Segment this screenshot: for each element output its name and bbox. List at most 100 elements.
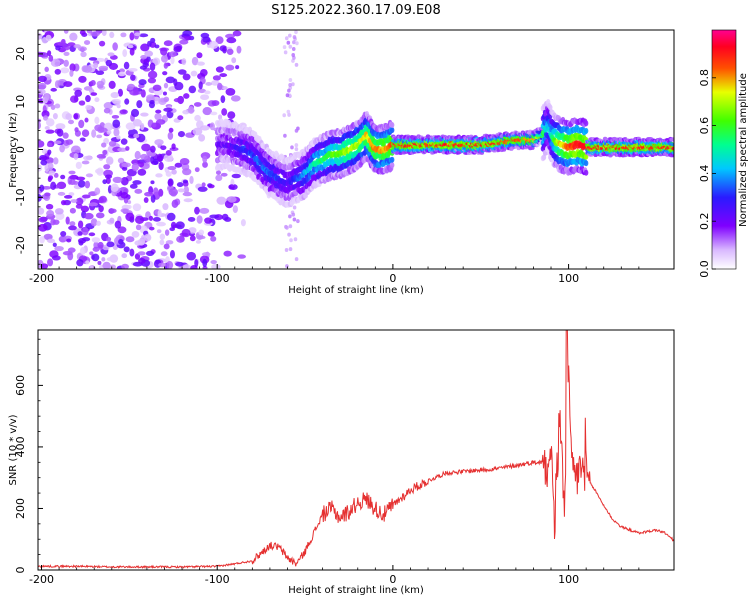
- spectrogram-noise-cell: [110, 183, 119, 192]
- spectrogram-noise-cell: [125, 122, 136, 131]
- spectrogram-noise-cell: [116, 104, 121, 109]
- spectrogram-noise-cell: [227, 111, 236, 120]
- spectrogram-noise-cell: [176, 182, 184, 188]
- spectrogram-noise-cell: [231, 173, 241, 179]
- spectrogram-noise-cell: [200, 94, 210, 101]
- snr-xlabel: Height of straight line (km): [288, 585, 424, 596]
- spectrogram-noise-cell: [57, 191, 66, 196]
- spectrogram-noise-cell: [112, 176, 123, 183]
- spectrogram-noise-cell: [54, 80, 60, 89]
- spectrogram-noise-cell: [112, 42, 118, 51]
- spectrogram-noise-cell: [78, 75, 87, 83]
- spectrogram-noise-cell: [144, 50, 154, 57]
- spectrogram-noise-cell: [148, 215, 154, 221]
- spectrogram-noise-cell: [45, 129, 55, 134]
- snr-plot-area: [38, 330, 674, 570]
- spectrogram-noise-cell: [44, 66, 49, 72]
- spectrogram-noise-cell: [65, 216, 70, 225]
- spectrogram-ytick-label: 0: [14, 146, 27, 153]
- spectrogram-noise-cell: [82, 65, 93, 73]
- spectrogram-ylabel: Frequency (Hz): [8, 112, 19, 188]
- spectrogram-noise-cell: [103, 107, 111, 114]
- spectrogram-noise-cell: [117, 226, 127, 234]
- spectrogram-noise-cell: [78, 100, 86, 106]
- spectrogram-noise-cell: [282, 45, 287, 50]
- snr-ytick-label: 200: [14, 498, 27, 519]
- spectrogram-noise-cell: [117, 157, 125, 164]
- spectrogram-heatmap: [38, 30, 674, 269]
- spectrogram-noise-cell: [38, 207, 45, 215]
- spectrogram-noise-cell: [166, 212, 176, 221]
- colorbar-tick-label: 0.8: [698, 69, 711, 87]
- spectrogram-noise-cell: [164, 229, 170, 236]
- spectrogram-noise-cell: [146, 94, 155, 101]
- spectrogram-noise-cell: [292, 35, 297, 40]
- spectrogram-noise-cell: [147, 77, 157, 84]
- spectrogram-xtick-label: -200: [29, 272, 54, 285]
- spectrogram-noise-cell: [295, 41, 299, 46]
- spectrogram-noise-cell: [179, 158, 190, 165]
- spectrogram-ridge-cell: [389, 162, 395, 169]
- spectrogram-noise-cell: [294, 128, 299, 133]
- spectrogram-noise-cell: [162, 203, 169, 211]
- spectrogram-noise-cell: [109, 217, 115, 224]
- spectrogram-noise-cell: [282, 113, 286, 118]
- spectrogram-noise-cell: [138, 161, 145, 168]
- spectrogram-noise-cell: [117, 147, 128, 152]
- spectrogram-noise-cell: [194, 167, 200, 173]
- spectrogram-noise-cell: [77, 180, 86, 188]
- spectrogram-ytick-label: 20: [14, 47, 27, 61]
- spectrogram-noise-cell: [150, 145, 156, 153]
- spectrogram-noise-cell: [294, 147, 299, 152]
- spectrogram-noise-cell: [285, 93, 290, 98]
- spectrogram-noise-cell: [140, 122, 145, 131]
- snr-frame: [37, 329, 675, 571]
- spectrogram-noise-cell: [46, 209, 55, 217]
- spectrogram-noise-cell: [131, 231, 140, 238]
- spectrogram-noise-cell: [38, 164, 43, 172]
- colorbar-tick-label: 0.2: [698, 212, 711, 230]
- snr-xtick-label: -100: [205, 573, 230, 586]
- spectrogram-noise-cell: [160, 251, 168, 257]
- spectrogram-noise-cell: [182, 30, 193, 37]
- spectrogram-noise-cell: [63, 51, 70, 56]
- spectrogram-noise-cell: [67, 247, 76, 253]
- spectrogram-noise-cell: [102, 149, 108, 156]
- spectrogram-noise-cell: [56, 128, 64, 137]
- spectrogram-noise-cell: [202, 107, 212, 116]
- spectrogram-noise-cell: [130, 74, 136, 81]
- spectrogram-noise-cell: [93, 62, 99, 69]
- spectrogram-noise-cell: [175, 221, 185, 230]
- spectrogram-noise-cell: [103, 102, 113, 110]
- spectrogram-noise-cell: [190, 70, 198, 77]
- spectrogram-noise-cell: [134, 32, 141, 37]
- spectrogram-noise-cell: [84, 212, 94, 220]
- spectrogram-noise-cell: [102, 261, 111, 269]
- spectrogram-noise-cell: [67, 42, 76, 47]
- spectrogram-noise-cell: [150, 180, 155, 185]
- spectrogram-noise-cell: [168, 51, 177, 58]
- spectrogram-noise-cell: [220, 172, 228, 177]
- spectrogram-noise-cell: [63, 81, 73, 87]
- colorbar-tick-label: 0.6: [698, 117, 711, 135]
- spectrogram-noise-cell: [108, 140, 117, 147]
- spectrogram-noise-cell: [53, 140, 62, 145]
- spectrogram-noise-cell: [167, 131, 174, 140]
- spectrogram-noise-cell: [138, 33, 149, 38]
- spectrogram-noise-cell: [152, 57, 161, 66]
- spectrogram-ridge-cell: [389, 122, 395, 129]
- spectrogram-noise-cell: [204, 90, 211, 95]
- spectrogram-noise-cell: [283, 133, 287, 138]
- spectrogram-ridge-cell: [583, 120, 589, 127]
- spectrogram-noise-cell: [144, 191, 154, 197]
- spectrogram-noise-cell: [77, 238, 87, 244]
- spectrogram-noise-cell: [196, 61, 205, 66]
- spectrogram-noise-cell: [182, 109, 190, 115]
- spectrogram-noise-cell: [286, 40, 291, 45]
- spectrogram-noise-cell: [168, 188, 179, 197]
- spectrogram-noise-cell: [170, 221, 177, 229]
- spectrogram-noise-cell: [77, 220, 84, 229]
- spectrogram-noise-cell: [148, 101, 155, 109]
- spectrogram-noise-cell: [191, 56, 199, 66]
- spectrogram-noise-cell: [221, 108, 228, 116]
